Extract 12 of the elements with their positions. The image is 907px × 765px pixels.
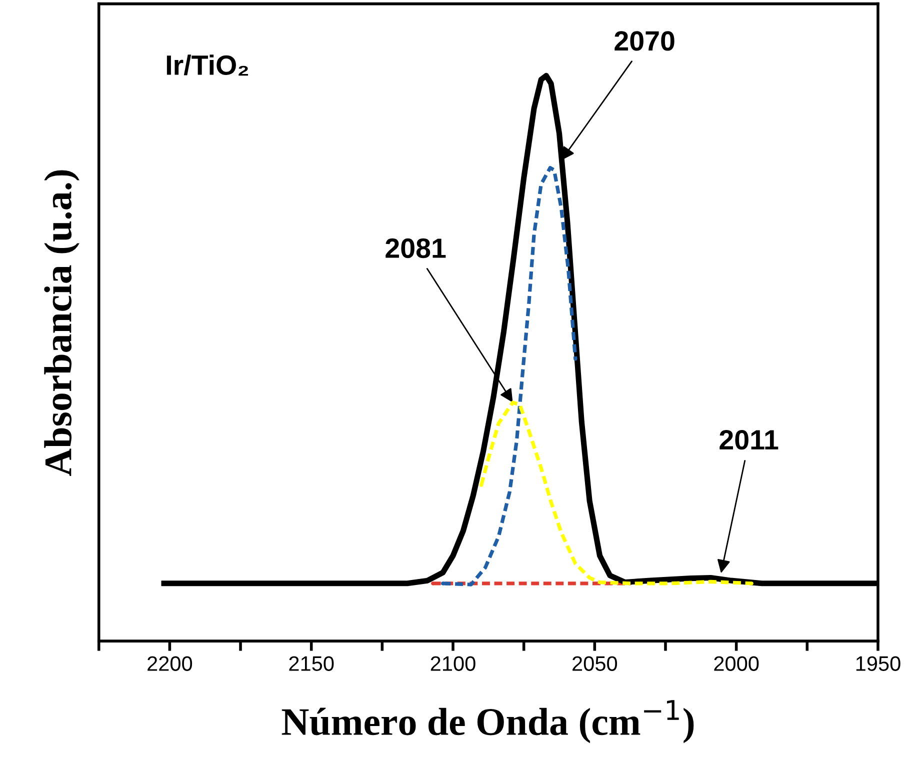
annotation: 2081 <box>386 238 446 258</box>
x-tick-label: 1950 <box>856 656 900 671</box>
annotation: 2070 <box>614 31 674 51</box>
annotation: 2011 <box>720 430 778 450</box>
text: Ir/TiO₂ <box>166 54 248 76</box>
x-tick-label: 2100 <box>430 656 476 671</box>
x-tick-label: 2000 <box>714 656 759 671</box>
x-tick-label: 2200 <box>148 656 192 671</box>
y-axis-title: Absorbancia (u.a.) <box>44 170 80 476</box>
x-tick-label: 2150 <box>289 656 334 671</box>
x-axis-title: Número de Onda (cm$^{−1}$) <box>282 700 694 744</box>
x-tick-label: 2050 <box>572 656 618 671</box>
